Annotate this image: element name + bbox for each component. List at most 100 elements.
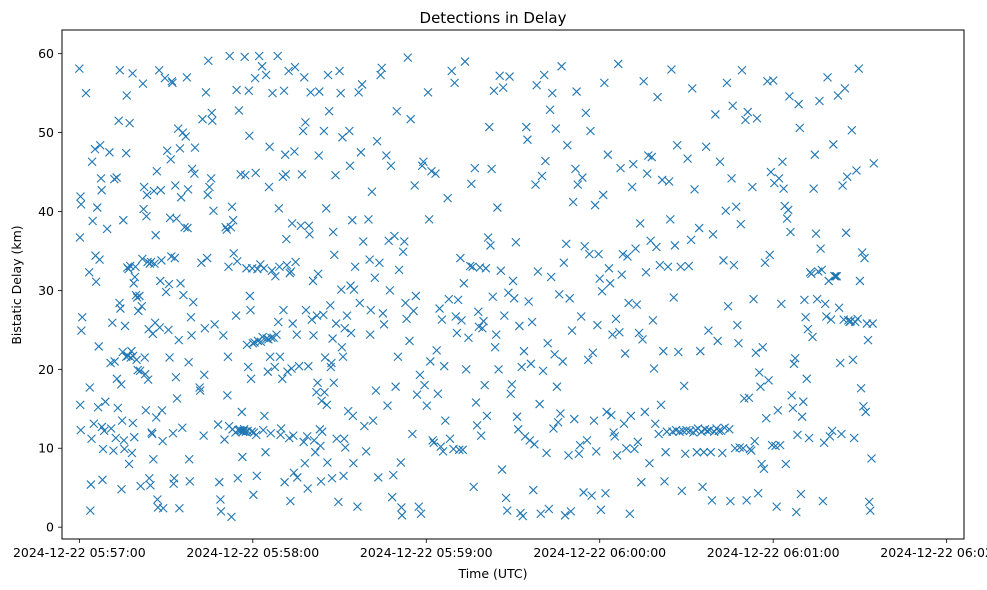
detection-point [605, 278, 615, 288]
detection-point [116, 379, 126, 389]
detection-point [827, 426, 837, 436]
detection-point [427, 166, 436, 176]
detection-point [266, 333, 276, 343]
detection-point [495, 71, 505, 81]
detection-point [778, 157, 787, 167]
detection-point [140, 353, 150, 362]
detection-point [156, 185, 166, 195]
detection-point [782, 214, 792, 223]
detection-point [660, 477, 669, 486]
detection-point [196, 258, 206, 268]
detection-point [496, 266, 506, 276]
detection-point [713, 336, 723, 346]
detection-point [332, 434, 342, 444]
detection-point [647, 152, 657, 162]
x-axis: 2024-12-22 05:57:00 2024-12-22 05:58:00 20… [13, 539, 987, 560]
detection-point [117, 484, 126, 494]
detection-point [290, 147, 299, 156]
detection-point [699, 447, 709, 457]
detection-point [736, 219, 746, 229]
detection-point [333, 497, 343, 507]
detection-point [580, 241, 590, 251]
detection-point [232, 85, 242, 95]
detection-point [519, 346, 529, 356]
detection-point [184, 454, 194, 464]
detection-point [148, 454, 158, 464]
detection-point [701, 142, 711, 152]
detection-point [378, 308, 388, 318]
detection-point [153, 495, 162, 504]
detection-point [757, 459, 767, 469]
detection-point [428, 435, 438, 445]
y-tick-label: 60 [38, 46, 54, 61]
detection-point [354, 87, 364, 97]
detection-point [800, 295, 809, 305]
detection-point [160, 73, 170, 83]
detection-point [812, 294, 822, 304]
detection-point [222, 390, 232, 400]
detection-point [587, 491, 597, 500]
detection-point [348, 411, 358, 421]
detection-point [264, 334, 273, 344]
detection-point [676, 262, 686, 272]
detection-point [290, 62, 300, 72]
detection-point [147, 429, 157, 439]
detection-point [244, 131, 254, 141]
detection-point [279, 305, 288, 315]
x-tick-label: 2024-12-22 06:02:00 [880, 545, 987, 560]
detection-point [576, 312, 586, 321]
detection-point [422, 401, 432, 411]
detection-point [365, 330, 375, 339]
detection-point [710, 110, 720, 119]
detection-point [303, 361, 313, 371]
detection-point [618, 249, 628, 259]
detection-point [861, 407, 871, 417]
plot-area [62, 30, 964, 539]
detection-point [272, 330, 281, 339]
detection-point [303, 484, 313, 493]
detection-point [336, 88, 346, 98]
detection-point [848, 355, 858, 365]
detection-point [726, 496, 735, 506]
detection-point [424, 215, 434, 224]
detection-point [178, 128, 188, 137]
detection-point [409, 306, 418, 316]
detection-point [402, 314, 411, 324]
detection-point [126, 346, 136, 356]
detection-point [597, 286, 607, 296]
detection-point [131, 262, 140, 272]
detection-point [437, 315, 447, 325]
detection-point [86, 480, 96, 489]
detection-point [339, 434, 349, 444]
detection-point [477, 323, 487, 333]
detection-point [120, 444, 129, 454]
detection-point [489, 86, 499, 96]
detection-point [372, 136, 382, 146]
detection-point [366, 305, 376, 315]
detection-point [569, 414, 579, 424]
detection-point [539, 70, 549, 80]
detection-point [796, 489, 806, 499]
detection-point [284, 66, 294, 76]
detection-point [247, 427, 257, 437]
detection-point [841, 228, 851, 238]
detection-point [132, 355, 141, 365]
detection-point [624, 298, 634, 308]
detection-point [398, 247, 408, 257]
detection-point [361, 447, 371, 456]
detection-point [476, 431, 486, 441]
detection-point [439, 361, 449, 371]
detection-point [842, 172, 852, 182]
detection-point [650, 419, 660, 429]
detection-point [299, 437, 309, 447]
detection-point [692, 447, 702, 457]
detection-point [140, 369, 150, 379]
detection-point [234, 106, 244, 115]
detection-point [367, 187, 377, 197]
detection-point [116, 304, 125, 313]
detection-point [783, 205, 793, 215]
detection-point [240, 52, 250, 62]
detection-point [535, 399, 544, 409]
detection-point [167, 76, 177, 86]
